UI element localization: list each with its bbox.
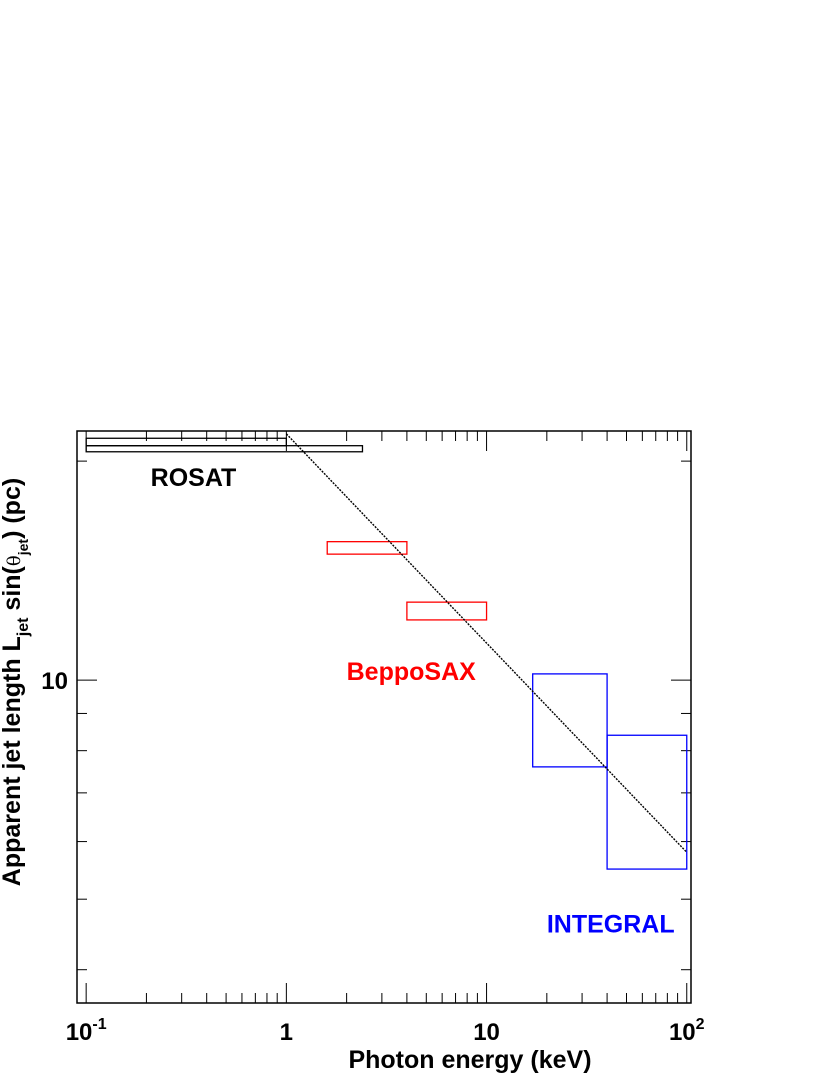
x-tick-label: 102 — [669, 1016, 705, 1046]
y-label-part-3: ) (pc) — [0, 478, 26, 539]
box-rosat-0 — [85, 437, 288, 447]
label-bepposax: BeppoSAX — [347, 658, 477, 686]
box-rosat-1 — [85, 445, 364, 453]
label-integral: INTEGRAL — [547, 910, 675, 938]
fit-line — [285, 433, 688, 853]
x-tick-label: 1 — [280, 1019, 293, 1046]
x-tick-label: 10-1 — [66, 1016, 107, 1046]
x-tick-labels: 10-1 1 10 102 — [66, 1016, 705, 1046]
box-bepposax-3 — [406, 601, 488, 621]
y-tick-labels: 10 — [41, 668, 68, 695]
y-label-part-2: sin( — [0, 565, 26, 617]
y-label-part-1: Apparent jet length L — [0, 636, 26, 886]
y-label-sub-2: jet — [15, 539, 31, 557]
instrument-boxes — [85, 437, 688, 870]
y-label-sub-1: jet — [15, 617, 32, 637]
y-axis-label: Apparent jet length Ljet sin(θjet) (pc) — [0, 478, 32, 886]
box-integral-4 — [532, 673, 608, 768]
x-axis-label: Photon energy (keV) — [348, 1046, 591, 1074]
label-rosat: ROSAT — [151, 464, 237, 492]
x-tick-label: 10 — [473, 1019, 500, 1046]
y-label-theta: θ — [4, 555, 25, 566]
box-bepposax-2 — [326, 541, 408, 555]
y-tick-label: 10 — [41, 668, 68, 695]
plot-frame — [76, 430, 692, 1004]
annotations: ROSAT BeppoSAX INTEGRAL — [151, 464, 675, 939]
axis-ticks — [77, 431, 691, 1003]
box-integral-5 — [606, 734, 688, 870]
